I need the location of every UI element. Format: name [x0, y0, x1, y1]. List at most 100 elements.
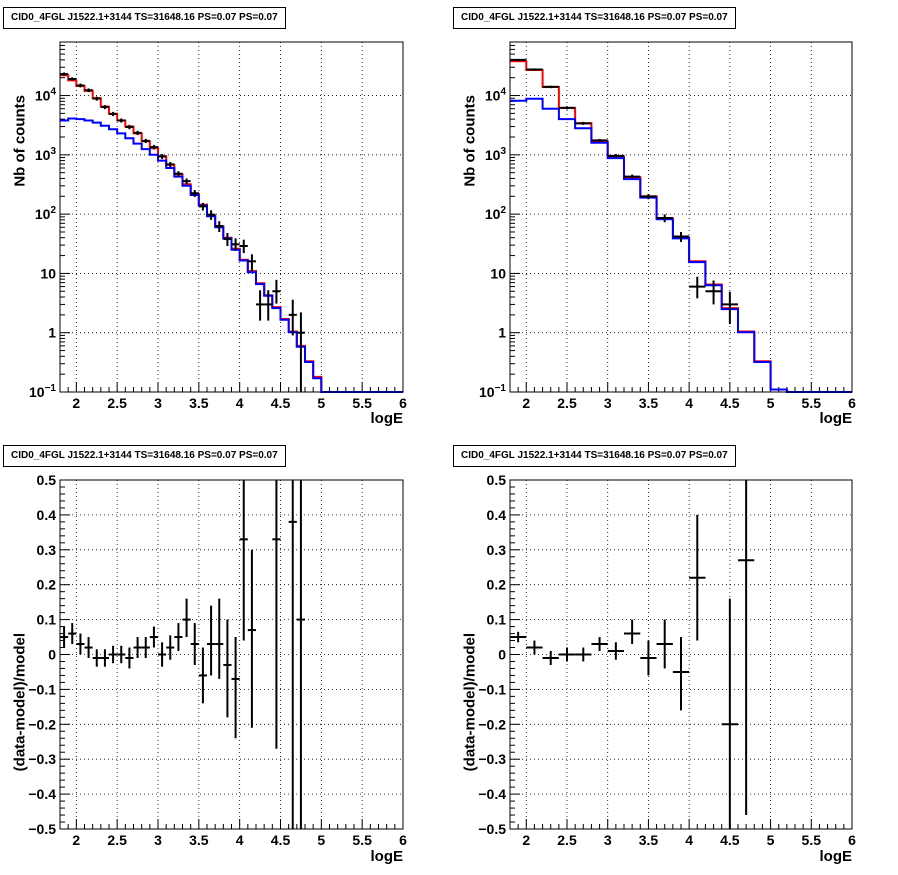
- y-tick-label: 102: [35, 205, 57, 222]
- x-tick-label: 5: [767, 832, 775, 848]
- y-tick-label: 0.2: [487, 577, 507, 593]
- data-point: [133, 637, 142, 658]
- y-tick-label: 103: [35, 146, 57, 163]
- x-tick-label: 6: [848, 832, 856, 848]
- data-point: [721, 291, 738, 325]
- data-point: [166, 635, 175, 660]
- data-point: [231, 637, 240, 739]
- x-tick-label: 3.5: [189, 395, 209, 411]
- y-axis-label: (data-model)/model: [461, 633, 478, 771]
- x-tick-label: 4: [685, 832, 693, 848]
- data-point: [84, 88, 93, 93]
- data-point: [117, 645, 126, 664]
- y-axis-label: (data-model)/model: [11, 633, 28, 771]
- y-tick-label: −0.5: [478, 821, 506, 837]
- data-point: [272, 480, 281, 749]
- x-tick-label: 2: [72, 832, 80, 848]
- x-axis-label: logE: [820, 848, 853, 865]
- data-point: [190, 190, 199, 197]
- data-point: [721, 598, 738, 829]
- plot-frame: [59, 41, 404, 393]
- data-point: [689, 514, 706, 641]
- x-tick-label: 6: [848, 395, 856, 411]
- data-point: [607, 154, 624, 158]
- panel-title-top-right: CID0_4FGL J1522.1+3144 TS=31648.16 PS=0.…: [453, 7, 736, 29]
- data-point: [207, 210, 216, 220]
- data-point: [272, 279, 281, 304]
- data-point: [542, 651, 559, 665]
- data-point: [158, 154, 167, 160]
- y-tick-label: 104: [35, 87, 57, 104]
- model-series-1: [60, 117, 403, 393]
- y-tick-label: 104: [485, 87, 507, 104]
- data-point: [182, 598, 191, 638]
- data-point: [239, 239, 248, 254]
- plot-frame: [59, 479, 404, 830]
- panel-title-bottom-left: CID0_4FGL J1522.1+3144 TS=31648.16 PS=0.…: [3, 445, 286, 467]
- data-point: [247, 549, 256, 728]
- y-tick-label: −0.2: [28, 716, 56, 732]
- data-point: [198, 647, 207, 704]
- x-tick-label: 5: [317, 395, 325, 411]
- y-tick-label: −0.4: [478, 786, 506, 802]
- data-point: [247, 254, 256, 271]
- data-point: [296, 312, 305, 392]
- data-point: [624, 619, 641, 645]
- data-point: [68, 77, 77, 81]
- x-tick-label: 3: [154, 832, 162, 848]
- data-point: [141, 138, 150, 144]
- y-tick-label: 10−1: [479, 383, 506, 400]
- data-point: [223, 233, 232, 247]
- x-tick-label: 3: [154, 395, 162, 411]
- data-point: [149, 144, 158, 150]
- data-point: [109, 645, 118, 664]
- data-point: [174, 623, 183, 652]
- y-tick-label: −0.2: [478, 716, 506, 732]
- data-point: [591, 637, 608, 652]
- x-tick-label: 2.5: [107, 832, 127, 848]
- data-point: [92, 649, 101, 667]
- y-tick-label: 0.2: [37, 577, 57, 593]
- data-point: [158, 642, 167, 667]
- data-point: [558, 647, 576, 662]
- panel-title-top-left: CID0_4FGL J1522.1+3144 TS=31648.16 PS=0.…: [3, 7, 286, 29]
- data-point: [672, 231, 690, 242]
- x-tick-label: 5.5: [802, 395, 822, 411]
- plot-bottom-right: 2 2.5 3 3.5 4 4.5 5 5.5 6 −0.5 −0.4 −0.3 −0.2 −0.1 0 0.…: [461, 472, 856, 865]
- data-point: [239, 480, 248, 641]
- x-tick-label: 2.5: [107, 395, 127, 411]
- x-tick-label: 6: [399, 832, 407, 848]
- y-tick-label: −0.1: [28, 681, 56, 697]
- y-tick-label: 0.5: [37, 472, 57, 488]
- data-point: [264, 290, 273, 321]
- plot-frame: [509, 479, 853, 830]
- x-tick-label: 5.5: [802, 832, 822, 848]
- y-tick-label: 0: [498, 647, 506, 663]
- x-tick-label: 4.5: [271, 832, 291, 848]
- y-tick-label: 10: [490, 265, 506, 281]
- x-tick-label: 5: [767, 395, 775, 411]
- x-tick-label: 5.5: [352, 832, 372, 848]
- data-point: [624, 174, 641, 179]
- x-tick-label: 3: [604, 832, 612, 848]
- data-point: [60, 626, 69, 648]
- data-point: [198, 202, 207, 211]
- data-point: [558, 106, 576, 110]
- x-tick-label: 5: [317, 832, 325, 848]
- data-point: [68, 623, 77, 645]
- x-tick-label: 2: [522, 832, 530, 848]
- y-tick-label: 10−1: [29, 383, 56, 400]
- x-tick-label: 3.5: [189, 832, 209, 848]
- y-tick-label: 0: [48, 647, 56, 663]
- data-point: [510, 631, 527, 643]
- x-tick-label: 3: [604, 395, 612, 411]
- data-point: [60, 72, 69, 76]
- data-point: [575, 647, 592, 662]
- data-point: [672, 637, 690, 711]
- x-tick-label: 4.5: [720, 832, 740, 848]
- plot-frame: [509, 41, 853, 393]
- data-point: [575, 121, 592, 125]
- data-point: [607, 642, 624, 660]
- data-point: [705, 280, 722, 305]
- x-tick-label: 4: [685, 395, 693, 411]
